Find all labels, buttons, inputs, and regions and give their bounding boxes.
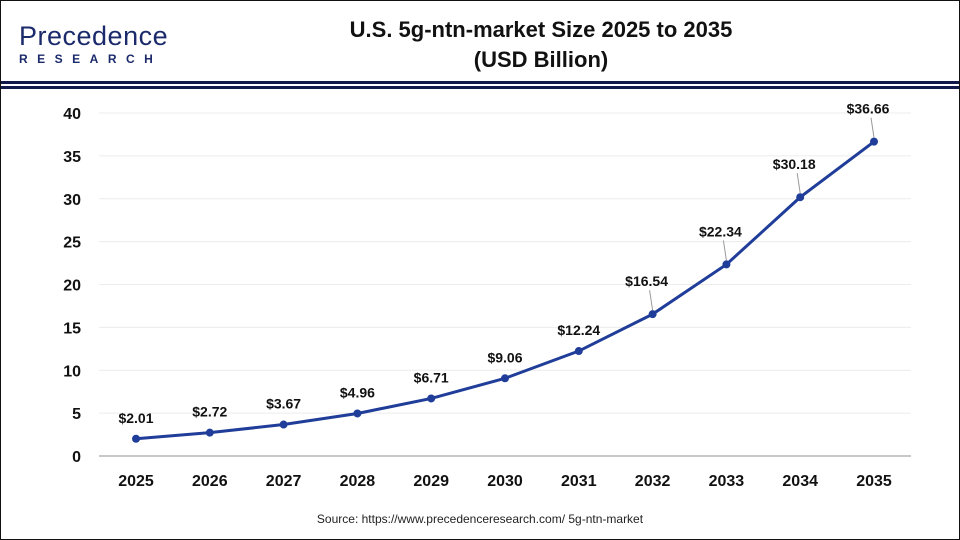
x-tick-label: 2032	[635, 473, 671, 490]
x-tick-label: 2031	[561, 473, 597, 490]
data-label: $2.72	[192, 404, 227, 420]
data-label: $2.01	[118, 410, 153, 426]
data-point	[722, 260, 731, 269]
y-tick-label: 5	[72, 406, 81, 423]
x-tick-label: 2034	[782, 473, 818, 490]
x-tick-label: 2025	[118, 473, 154, 490]
data-point	[648, 310, 657, 319]
data-point	[205, 428, 214, 437]
logo: Precedence RESEARCH	[19, 21, 169, 67]
y-tick-label: 35	[63, 149, 81, 166]
data-label: $22.34	[699, 223, 742, 239]
data-point	[279, 420, 288, 429]
x-tick-label: 2035	[856, 473, 892, 490]
data-point	[574, 347, 583, 356]
label-leader	[722, 240, 727, 261]
logo-subtext: RESEARCH	[19, 52, 163, 66]
y-tick-label: 10	[63, 363, 81, 380]
y-tick-label: 25	[63, 235, 81, 252]
data-label: $6.71	[414, 369, 449, 385]
title-line-2: (USD Billion)	[473, 47, 609, 72]
y-tick-label: 15	[63, 320, 81, 337]
data-point	[427, 394, 436, 403]
x-tick-label: 2033	[709, 473, 745, 490]
data-label: $16.54	[625, 273, 668, 289]
data-label: $3.67	[266, 396, 301, 412]
title-line-1: U.S. 5g-ntn-market Size 2025 to 2035	[349, 17, 733, 42]
x-tick-label: 2029	[413, 473, 449, 490]
x-tick-label: 2030	[487, 473, 523, 490]
data-label: $12.24	[557, 322, 600, 338]
data-point	[501, 374, 509, 383]
series-line	[135, 140, 875, 441]
y-tick-label: 0	[72, 449, 81, 466]
data-label: $9.06	[487, 349, 522, 365]
data-point	[870, 137, 878, 146]
header-rule-bottom	[1, 86, 959, 89]
x-tick-label: 2028	[340, 473, 376, 490]
data-point	[796, 193, 805, 202]
x-tick-label: 2027	[266, 473, 302, 490]
y-tick-label: 40	[63, 106, 81, 123]
logo-text: Precedence	[19, 21, 169, 51]
x-tick-label: 2026	[192, 473, 228, 490]
data-point	[353, 409, 362, 418]
y-tick-label: 30	[63, 192, 81, 209]
data-label: $4.96	[340, 384, 375, 400]
data-label: $30.18	[773, 156, 816, 172]
source-note: Source: https://www.precedenceresearch.c…	[316, 512, 644, 526]
chart-title: U.S. 5g-ntn-market Size 2025 to 2035 (US…	[281, 15, 801, 75]
data-label: $36.66	[847, 101, 890, 117]
data-point	[132, 434, 140, 443]
header-rule-top	[1, 81, 959, 84]
label-leader	[649, 290, 654, 311]
label-leader	[870, 117, 875, 138]
y-tick-label: 20	[63, 278, 81, 295]
label-leader	[796, 173, 801, 194]
